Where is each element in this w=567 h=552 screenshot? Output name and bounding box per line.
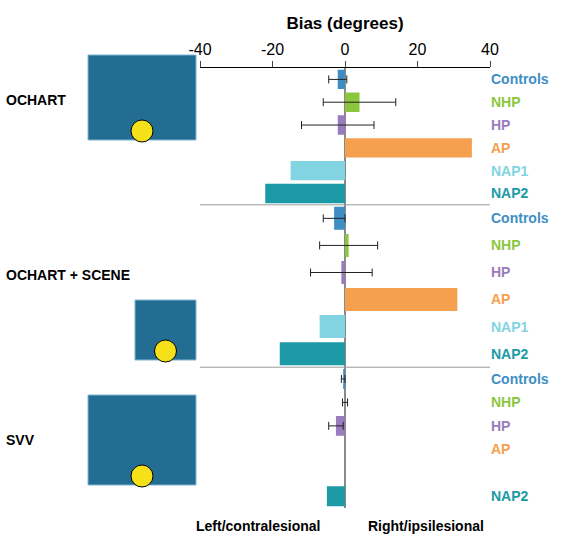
svg-text:Controls: Controls (491, 210, 549, 226)
svg-text:NAP1: NAP1 (491, 163, 529, 179)
svg-text:HP: HP (491, 418, 510, 434)
svg-text:Right/ipsilesional: Right/ipsilesional (368, 518, 484, 534)
svg-text:40: 40 (481, 41, 499, 58)
svg-text:Controls: Controls (491, 371, 549, 387)
svg-text:AP: AP (491, 140, 510, 156)
svg-text:NAP2: NAP2 (491, 346, 529, 362)
svg-text:OCHART + SCENE: OCHART + SCENE (6, 267, 130, 283)
svg-text:20: 20 (409, 41, 427, 58)
svg-text:NHP: NHP (491, 237, 521, 253)
svg-text:NAP2: NAP2 (491, 488, 529, 504)
svg-text:Left/contralesional: Left/contralesional (196, 518, 320, 534)
svg-text:-40: -40 (188, 41, 211, 58)
svg-text:0: 0 (341, 41, 350, 58)
svg-text:AP: AP (491, 441, 510, 457)
svg-text:HP: HP (491, 117, 510, 133)
svg-text:-20: -20 (261, 41, 284, 58)
svg-text:NAP1: NAP1 (491, 319, 529, 335)
svg-text:NHP: NHP (491, 394, 521, 410)
svg-text:Bias (degrees): Bias (degrees) (286, 14, 403, 33)
svg-text:AP: AP (491, 291, 510, 307)
svg-text:NAP2: NAP2 (491, 185, 529, 201)
svg-text:OCHART: OCHART (6, 92, 66, 108)
svg-text:NHP: NHP (491, 94, 521, 110)
svg-text:HP: HP (491, 264, 510, 280)
svg-text:SVV: SVV (6, 432, 35, 448)
svg-text:Controls: Controls (491, 71, 549, 87)
